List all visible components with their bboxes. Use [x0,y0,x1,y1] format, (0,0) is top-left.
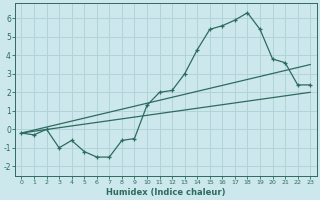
X-axis label: Humidex (Indice chaleur): Humidex (Indice chaleur) [106,188,226,197]
